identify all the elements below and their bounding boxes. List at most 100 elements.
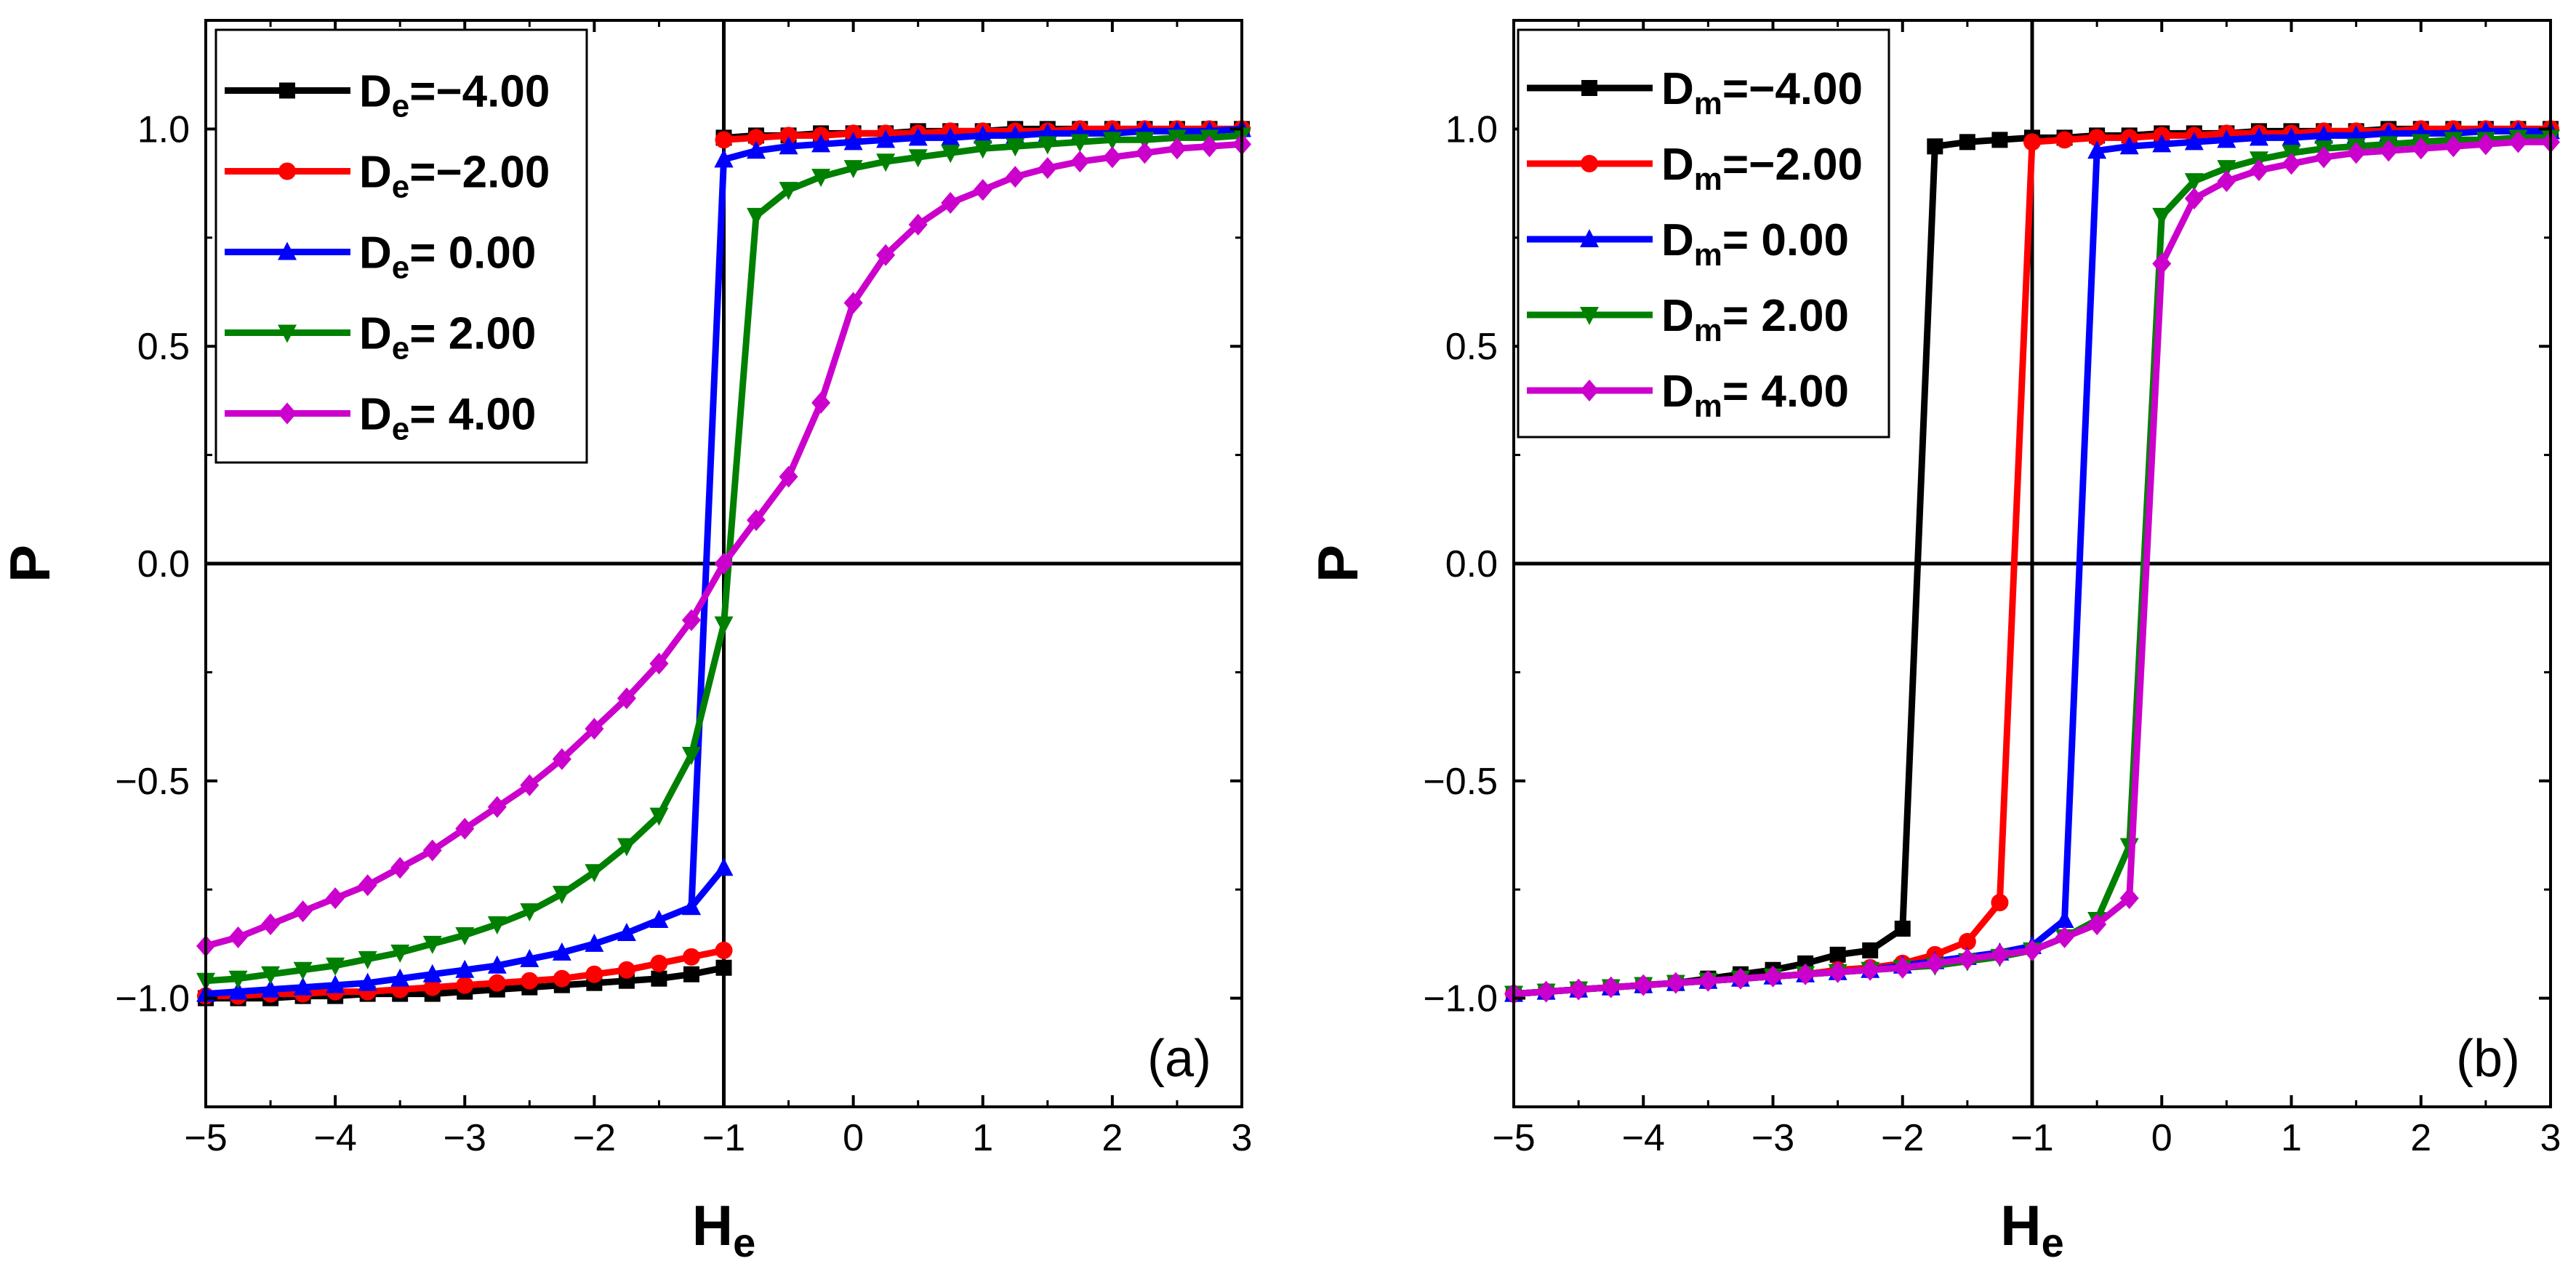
data-point [747,207,766,226]
data-point [521,972,539,990]
x-tick-label: −2 [1881,1117,1924,1159]
legend: Dm=−4.00 Dm=−2.00 Dm= 0.00 Dm= 2.00 Dm= 4.00 [1517,28,1890,439]
data-point [1102,146,1122,169]
data-point [390,857,410,879]
data-point [1135,142,1155,164]
chart-panel-a: −5 −4 −3 −2 −1 0 1 2 3 −1.0 −0.5 0.0 0.5 1.0 He P (a) De=… [0,19,1253,1265]
x-tick-label: 0 [2151,1117,2172,1159]
data-point [811,391,831,414]
data-point [1958,932,1976,950]
data-point [1070,134,1090,153]
data-point [2282,153,2301,175]
data-point [941,145,960,164]
data-point [520,948,539,967]
data-point [681,609,701,631]
data-point [455,817,475,840]
y-tick-label: −1.0 [115,978,190,1020]
data-point [2055,910,2074,929]
data-point [681,746,701,765]
x-tick-label: 3 [1232,1117,1253,1159]
data-point [683,966,699,982]
data-point [1796,963,1815,985]
data-point [1038,136,1057,155]
data-point [1927,138,1943,155]
data-point [326,887,345,910]
data-point [585,864,604,883]
legend: De=−4.00 De=−2.00 De= 0.00 De= 2.00 De= 4.00 [214,28,588,464]
data-point [553,969,571,988]
data-point [747,140,766,159]
data-point [422,839,442,862]
series-3 [196,127,1251,991]
data-point [1698,969,1718,992]
data-point [456,976,474,994]
data-point [779,136,798,155]
data-point [2152,252,2172,275]
x-tick-label: −5 [184,1117,227,1159]
data-point [1006,138,1025,157]
x-tick-label: 3 [2540,1117,2561,1159]
data-point [2152,207,2172,226]
x-tick-label: −1 [2010,1117,2053,1159]
panel-label: (b) [2456,1030,2520,1088]
data-point [747,129,766,147]
data-point [422,935,442,954]
data-point [520,903,539,922]
data-point [2346,142,2366,164]
legend-entry: Dm=−2.00 [1661,140,1863,197]
y-tick-label: 0.5 [137,326,190,368]
x-tick-label: −5 [1492,1117,1535,1159]
data-point [585,965,603,983]
legend-entry: De= 4.00 [359,390,536,447]
data-point [423,978,441,996]
data-point [390,944,410,963]
data-point [1536,980,1556,1003]
data-point [876,153,896,172]
legend-marker [278,324,297,343]
series-4 [196,133,1251,957]
data-point [2217,170,2236,193]
legend-entry: Dm= 4.00 [1661,367,1849,424]
data-point [1829,946,1846,963]
data-point [908,213,928,236]
data-point [973,140,992,159]
data-point [228,981,248,1000]
data-point [2087,913,2107,936]
data-point [2088,129,2106,147]
data-point [811,169,831,188]
data-point [2282,127,2301,146]
data-point [1828,961,1847,983]
legend-entry: De=−2.00 [359,148,550,205]
data-point [1991,894,2009,912]
data-point [552,942,571,961]
data-point [585,718,604,740]
legend-marker [278,241,297,260]
data-point [876,129,896,148]
x-tick-label: 1 [972,1117,993,1159]
data-point [358,972,377,991]
data-point [2055,926,2074,948]
data-point [1894,920,1911,937]
data-point [2023,939,2042,961]
data-point [520,774,539,796]
series-line [688,159,727,908]
x-tick-label: −4 [313,1117,356,1159]
data-point [941,127,960,146]
data-point [649,807,669,826]
data-point [552,886,571,905]
legend-box [1517,28,1890,439]
data-point [1135,132,1155,151]
data-point [2476,133,2495,156]
data-point [2055,131,2074,149]
data-point [261,966,281,985]
data-point [714,616,734,635]
data-point [843,160,863,179]
data-point [714,149,734,168]
data-point [1990,943,2010,966]
x-tick-label: −3 [1752,1117,1794,1159]
x-tick-label: 2 [1102,1117,1123,1159]
legend-entry: Dm=−4.00 [1661,64,1863,121]
data-point [2249,127,2268,146]
y-tick-label: 0.0 [137,543,190,585]
data-point [617,687,636,710]
